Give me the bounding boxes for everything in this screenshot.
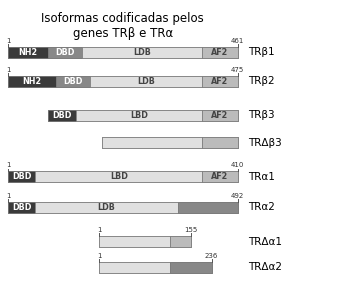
Bar [203,47,238,58]
Text: TRβ3: TRβ3 [248,110,275,120]
Bar [90,76,203,87]
Text: 461: 461 [231,38,244,44]
Text: 410: 410 [231,162,244,168]
Bar [203,137,238,148]
Bar [49,47,82,58]
Bar [170,262,212,273]
Text: LDB: LDB [133,48,151,57]
Text: DBD: DBD [12,203,31,212]
Text: Isoformas codificadas pelos: Isoformas codificadas pelos [41,12,204,25]
Text: DBD: DBD [12,172,31,181]
Text: TRα2: TRα2 [248,202,275,212]
Bar [99,262,212,273]
Text: 1: 1 [6,67,10,73]
Bar [203,76,238,87]
Text: 1: 1 [97,253,101,259]
Bar [8,76,56,87]
Bar [99,236,170,247]
Bar [76,110,203,121]
Text: LDB: LDB [98,203,116,212]
Bar [8,76,238,87]
Text: TRβ2: TRβ2 [248,76,275,86]
Bar [49,110,238,121]
Bar [203,110,238,121]
Text: TRΔβ3: TRΔβ3 [248,138,282,148]
Bar [56,76,90,87]
Bar [35,202,178,213]
Bar [170,236,191,247]
Bar [8,202,238,213]
Text: LDB: LDB [137,77,155,86]
Text: genes TRβ e TRα: genes TRβ e TRα [73,27,173,40]
Bar [8,47,49,58]
Bar [8,202,35,213]
Text: DBD: DBD [56,48,75,57]
Text: 1: 1 [6,162,10,168]
Text: 1: 1 [6,193,10,199]
Bar [8,47,238,58]
Text: 475: 475 [231,67,244,73]
Text: NH2: NH2 [19,48,38,57]
Text: AF2: AF2 [211,77,229,86]
Text: TRβ1: TRβ1 [248,47,275,57]
Text: TRΔα1: TRΔα1 [248,236,282,247]
Text: NH2: NH2 [23,77,42,86]
Text: 1: 1 [97,227,101,233]
Text: 1: 1 [6,38,10,44]
Bar [8,171,238,182]
Bar [8,171,35,182]
Text: DBD: DBD [64,77,83,86]
Bar [178,202,238,213]
Bar [35,171,203,182]
Text: LBD: LBD [110,172,128,181]
Bar [49,110,76,121]
Text: AF2: AF2 [211,48,229,57]
Bar [102,137,238,148]
Bar [102,137,203,148]
Text: AF2: AF2 [211,111,229,120]
Text: TRα1: TRα1 [248,172,275,182]
Bar [203,171,238,182]
Text: 492: 492 [231,193,244,199]
Text: AF2: AF2 [211,172,229,181]
Text: 236: 236 [205,253,218,259]
Text: DBD: DBD [53,111,72,120]
Text: TRΔα2: TRΔα2 [248,262,282,272]
Bar [82,47,203,58]
Text: 155: 155 [184,227,197,233]
Bar [99,262,170,273]
Text: LBD: LBD [130,111,148,120]
Bar [99,236,191,247]
